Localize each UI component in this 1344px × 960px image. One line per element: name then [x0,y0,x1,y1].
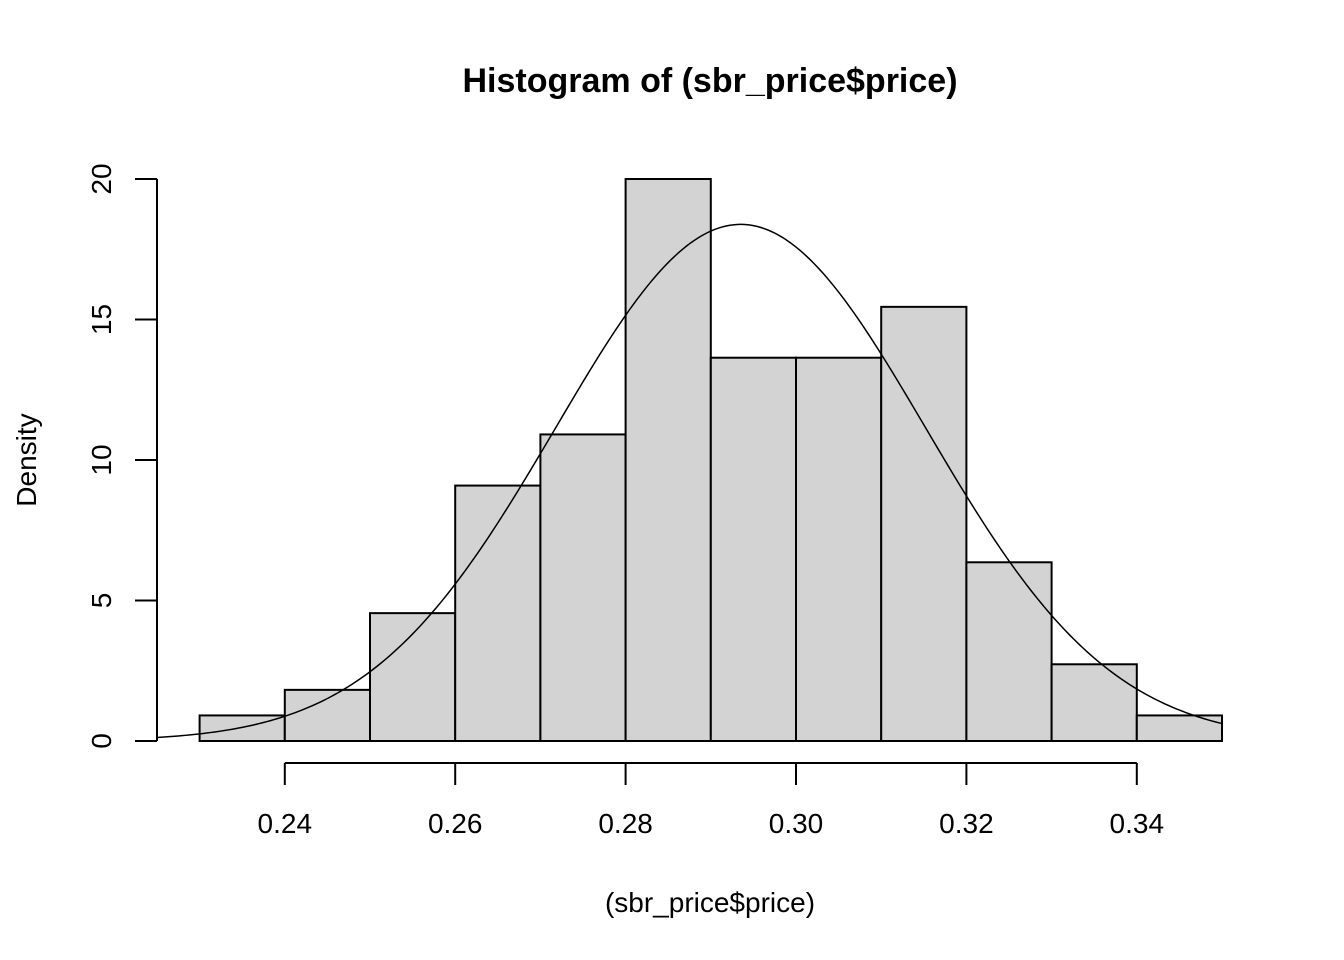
y-tick-label: 10 [86,444,117,475]
histogram-bars [198,178,1224,743]
y-tick-label: 15 [86,304,117,335]
histogram-bar [965,561,1053,742]
x-axis: 0.24 0.26 0.28 0.30 0.32 0.34 [258,762,1165,839]
y-tick-label: 20 [86,163,117,194]
y-axis: 0 5 10 15 20 [86,163,158,749]
histogram-bar [709,356,797,742]
histogram-bar [1050,663,1138,742]
x-tick-label: 0.30 [769,808,824,839]
histogram-bar [1135,714,1224,743]
histogram-bar [795,356,883,742]
x-axis-label: (sbr_price$price) [605,887,815,918]
x-tick-label: 0.26 [428,808,483,839]
histogram-bar [369,612,457,743]
y-tick-label: 0 [86,733,117,749]
x-tick-label: 0.24 [258,808,313,839]
density-curve [156,223,1223,739]
y-axis-label: Density [11,413,42,506]
x-tick-label: 0.28 [598,808,653,839]
histogram-bar [624,178,712,742]
chart-title: Histogram of (sbr_price$price) [462,62,957,100]
histogram-bar [198,714,286,743]
histogram-bar [539,433,627,742]
histogram-bar [880,305,968,742]
histogram-bar [454,484,542,743]
y-tick-label: 5 [86,593,117,609]
x-tick-label: 0.34 [1110,808,1165,839]
histogram-bar [283,688,371,742]
x-tick-label: 0.32 [939,808,994,839]
